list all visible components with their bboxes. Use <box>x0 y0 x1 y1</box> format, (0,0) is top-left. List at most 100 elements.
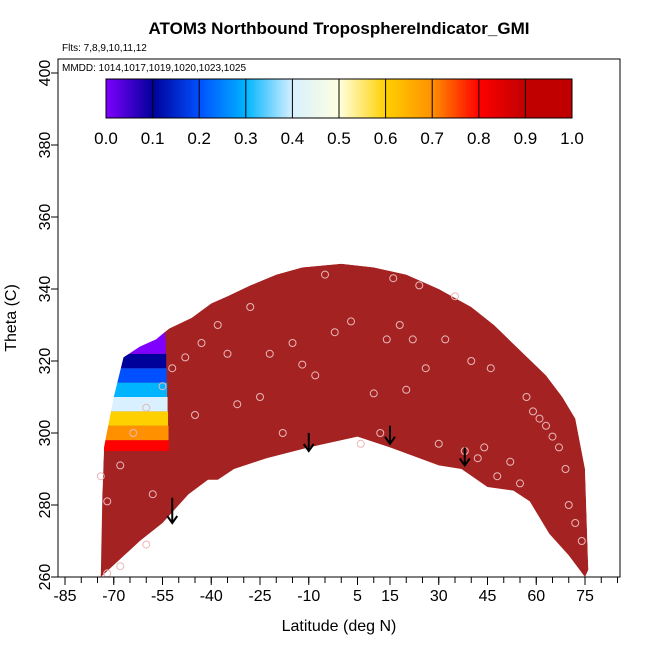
chart-subtitle: Flts: 7,8,9,10,11,12 <box>62 43 147 54</box>
colorbar-frame <box>105 78 573 119</box>
observation-point <box>356 439 365 448</box>
observation-point <box>321 270 329 279</box>
observation-point <box>382 335 391 344</box>
observation-point <box>480 443 489 452</box>
tropopause-arrow <box>166 497 179 525</box>
observation-point <box>103 497 112 506</box>
observation-point <box>571 519 580 527</box>
plot-frame <box>57 58 621 578</box>
x-tick-label: 30 <box>430 588 448 605</box>
colorbar-tick-label: 0.5 <box>327 129 351 148</box>
colorbar-tick-label: 0.9 <box>514 129 538 148</box>
observation-point <box>311 371 320 380</box>
observation-point <box>142 540 151 549</box>
x-tick-label: 60 <box>527 588 545 605</box>
observation-point <box>402 385 411 394</box>
y-tick-label: 360 <box>37 204 54 231</box>
chart-title: ATOM3 Northbound TroposphereIndicator_GM… <box>149 19 530 38</box>
tropopause-arrow <box>302 433 315 453</box>
colorbar: 0.0 0.1 0.2 0.3 0.4 0.5 0.6 0.7 0.8 0.9 1.0 <box>94 78 584 148</box>
observation-point <box>473 454 482 463</box>
observation-point <box>181 353 190 362</box>
colorbar-tick-label: 0.1 <box>141 129 165 148</box>
x-axis: -85 -70 -55 -40 -25 -10 5 15 30 45 60 75 <box>53 577 618 605</box>
colorbar-tick-label: 0.2 <box>187 129 211 148</box>
observation-point <box>288 339 297 347</box>
gradient-band <box>106 397 168 412</box>
observation-point <box>116 461 125 470</box>
tropopause-arrows <box>166 425 471 525</box>
observation-point <box>376 429 385 437</box>
y-axis: 260 280 300 320 340 360 380 400 <box>37 60 58 591</box>
observation-point <box>577 537 586 545</box>
colorbar-segment <box>199 79 247 118</box>
observation-point <box>451 292 459 301</box>
y-tick-label: 280 <box>37 492 54 519</box>
plot-area <box>58 59 600 577</box>
chart-annotation: MMDD: 1014,1017,1019,1020,1023,1025 <box>62 63 246 74</box>
y-tick-label: 260 <box>37 564 54 591</box>
colorbar-tick-label: 0.3 <box>234 129 258 148</box>
gradient-band <box>108 368 167 383</box>
colorbar-segment <box>478 79 526 118</box>
y-tick-label: 320 <box>37 348 54 375</box>
observation-point <box>369 389 378 398</box>
colorbar-tick-label: 0.0 <box>94 129 118 148</box>
colorbar-segment <box>245 79 293 118</box>
observation-point <box>564 501 573 509</box>
observation-point <box>330 328 339 337</box>
observation-point <box>246 303 255 311</box>
observation-point <box>542 421 550 430</box>
observation-point <box>116 562 125 571</box>
arrow-head <box>384 436 396 446</box>
arrow-head <box>166 515 179 525</box>
y-tick-label: 400 <box>37 60 54 87</box>
observation-point <box>434 439 443 448</box>
arrow-head <box>302 443 315 453</box>
observation-point <box>493 472 502 481</box>
y-tick-label: 300 <box>37 420 54 447</box>
tropopause-arrow <box>384 425 396 446</box>
observation-point <box>298 360 307 369</box>
observation-points <box>96 270 586 577</box>
x-tick-label: 75 <box>576 588 594 605</box>
x-axis-label: Latitude (deg N) <box>282 618 397 635</box>
observation-point <box>223 349 232 358</box>
observation-point <box>467 357 476 365</box>
observation-point <box>265 349 274 358</box>
x-tick-label: 15 <box>381 588 399 605</box>
observation-point <box>522 393 531 401</box>
observation-point <box>168 364 177 373</box>
observation-point <box>278 429 287 437</box>
gradient-band <box>104 440 169 451</box>
observation-point <box>529 407 537 416</box>
field-mask <box>58 59 600 570</box>
colorbar-tick-label: 0.7 <box>420 129 444 148</box>
observation-point <box>158 382 167 391</box>
observation-point <box>197 339 206 347</box>
colorbar-tick-label: 0.4 <box>281 129 305 148</box>
x-tick-label: -55 <box>151 588 174 605</box>
observation-point <box>191 411 199 419</box>
colorbar-segment <box>385 79 433 118</box>
observation-point <box>506 457 515 466</box>
gradient-band <box>107 382 168 397</box>
colorbar-segment <box>106 79 154 118</box>
colorbar-tick-label: 0.6 <box>374 129 398 148</box>
observation-point <box>555 443 563 452</box>
colorbar-segment <box>432 79 480 118</box>
x-tick-label: -85 <box>53 588 76 605</box>
observation-point <box>486 364 495 373</box>
observation-point <box>233 400 242 409</box>
observation-point <box>395 321 404 329</box>
observation-point <box>561 465 570 473</box>
x-tick-label: -10 <box>297 588 320 605</box>
troposphere-indicator-field <box>100 263 589 577</box>
gradient-region <box>58 59 600 570</box>
colorbar-segment <box>152 79 200 118</box>
x-tick-label: -40 <box>200 588 223 605</box>
y-tick-label: 340 <box>37 276 54 303</box>
x-tick-label: 5 <box>353 588 362 605</box>
observation-point <box>441 335 450 344</box>
